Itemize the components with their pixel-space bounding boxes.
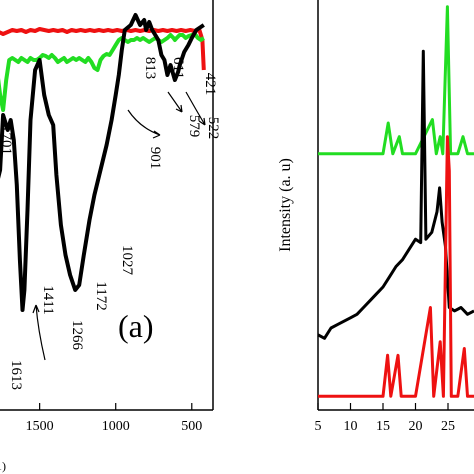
ftir-peak-label: 1027: [119, 245, 135, 276]
xrd-x-tick-label: 20: [409, 419, 423, 434]
ftir-panel-label: (a): [118, 308, 154, 344]
ftir-x-tick-label: 1500: [26, 419, 54, 434]
ftir-series-1: [0, 32, 205, 112]
ftir-peak-label: 1266: [69, 320, 85, 351]
xrd-series-2: [318, 135, 474, 398]
xrd-y-axis-label: Intensity (a. u): [277, 158, 294, 252]
xrd-x-tick-label: 10: [344, 419, 358, 434]
ftir-peak-label: 813: [142, 57, 158, 80]
ftir-series-0: [0, 13, 205, 312]
xrd-series-group: [317, 5, 474, 398]
ftir-peak-label: 611: [170, 57, 186, 79]
ftir-peak-label: 901: [147, 147, 163, 170]
ftir-peak-label: 1411: [40, 285, 56, 314]
arrow-522: [185, 91, 206, 126]
ftir-x-tick-label: 1000: [102, 419, 130, 434]
ftir-annotation-arrows: [32, 91, 206, 361]
ftir-series-2: [0, 27, 206, 71]
xrd-x-tick-label: 15: [376, 419, 390, 434]
arrow-901: [127, 109, 161, 139]
ftir-x-tick-label: 500: [181, 419, 202, 434]
ftir-peak-label: 522: [205, 117, 221, 140]
xrd-series-0: [318, 5, 474, 156]
xrd-panel: 5 10 15 20 25 Intensity (a. u): [277, 0, 474, 434]
ftir-peak-annotations: 1701 1613 1411 1266 1172 1027 901 813 611 579 522 4…: [0, 57, 221, 390]
ftir-x-ticks: 1500 1000 500: [26, 403, 202, 434]
xrd-x-tick-label: 25: [441, 419, 455, 434]
arrow-579: [167, 91, 183, 113]
arrow-1411: [32, 304, 46, 361]
ftir-peak-label: 421: [202, 73, 218, 96]
ftir-series-group: [0, 13, 206, 312]
ftir-peak-label: 1613: [8, 360, 24, 390]
ftir-peak-label: 1172: [93, 281, 109, 310]
xrd-x-tick-label: 5: [315, 419, 322, 434]
ftir-panel: 1500 1000 500 1701 1613 1411 1266 1172 1027 901 8…: [0, 0, 221, 473]
ftir-x-unit-fragment: 1): [0, 459, 6, 473]
ftir-peak-label: 579: [186, 115, 202, 138]
xrd-x-ticks: 5 10 15 20 25: [315, 403, 455, 434]
ftir-peak-label: 1701: [0, 125, 14, 155]
